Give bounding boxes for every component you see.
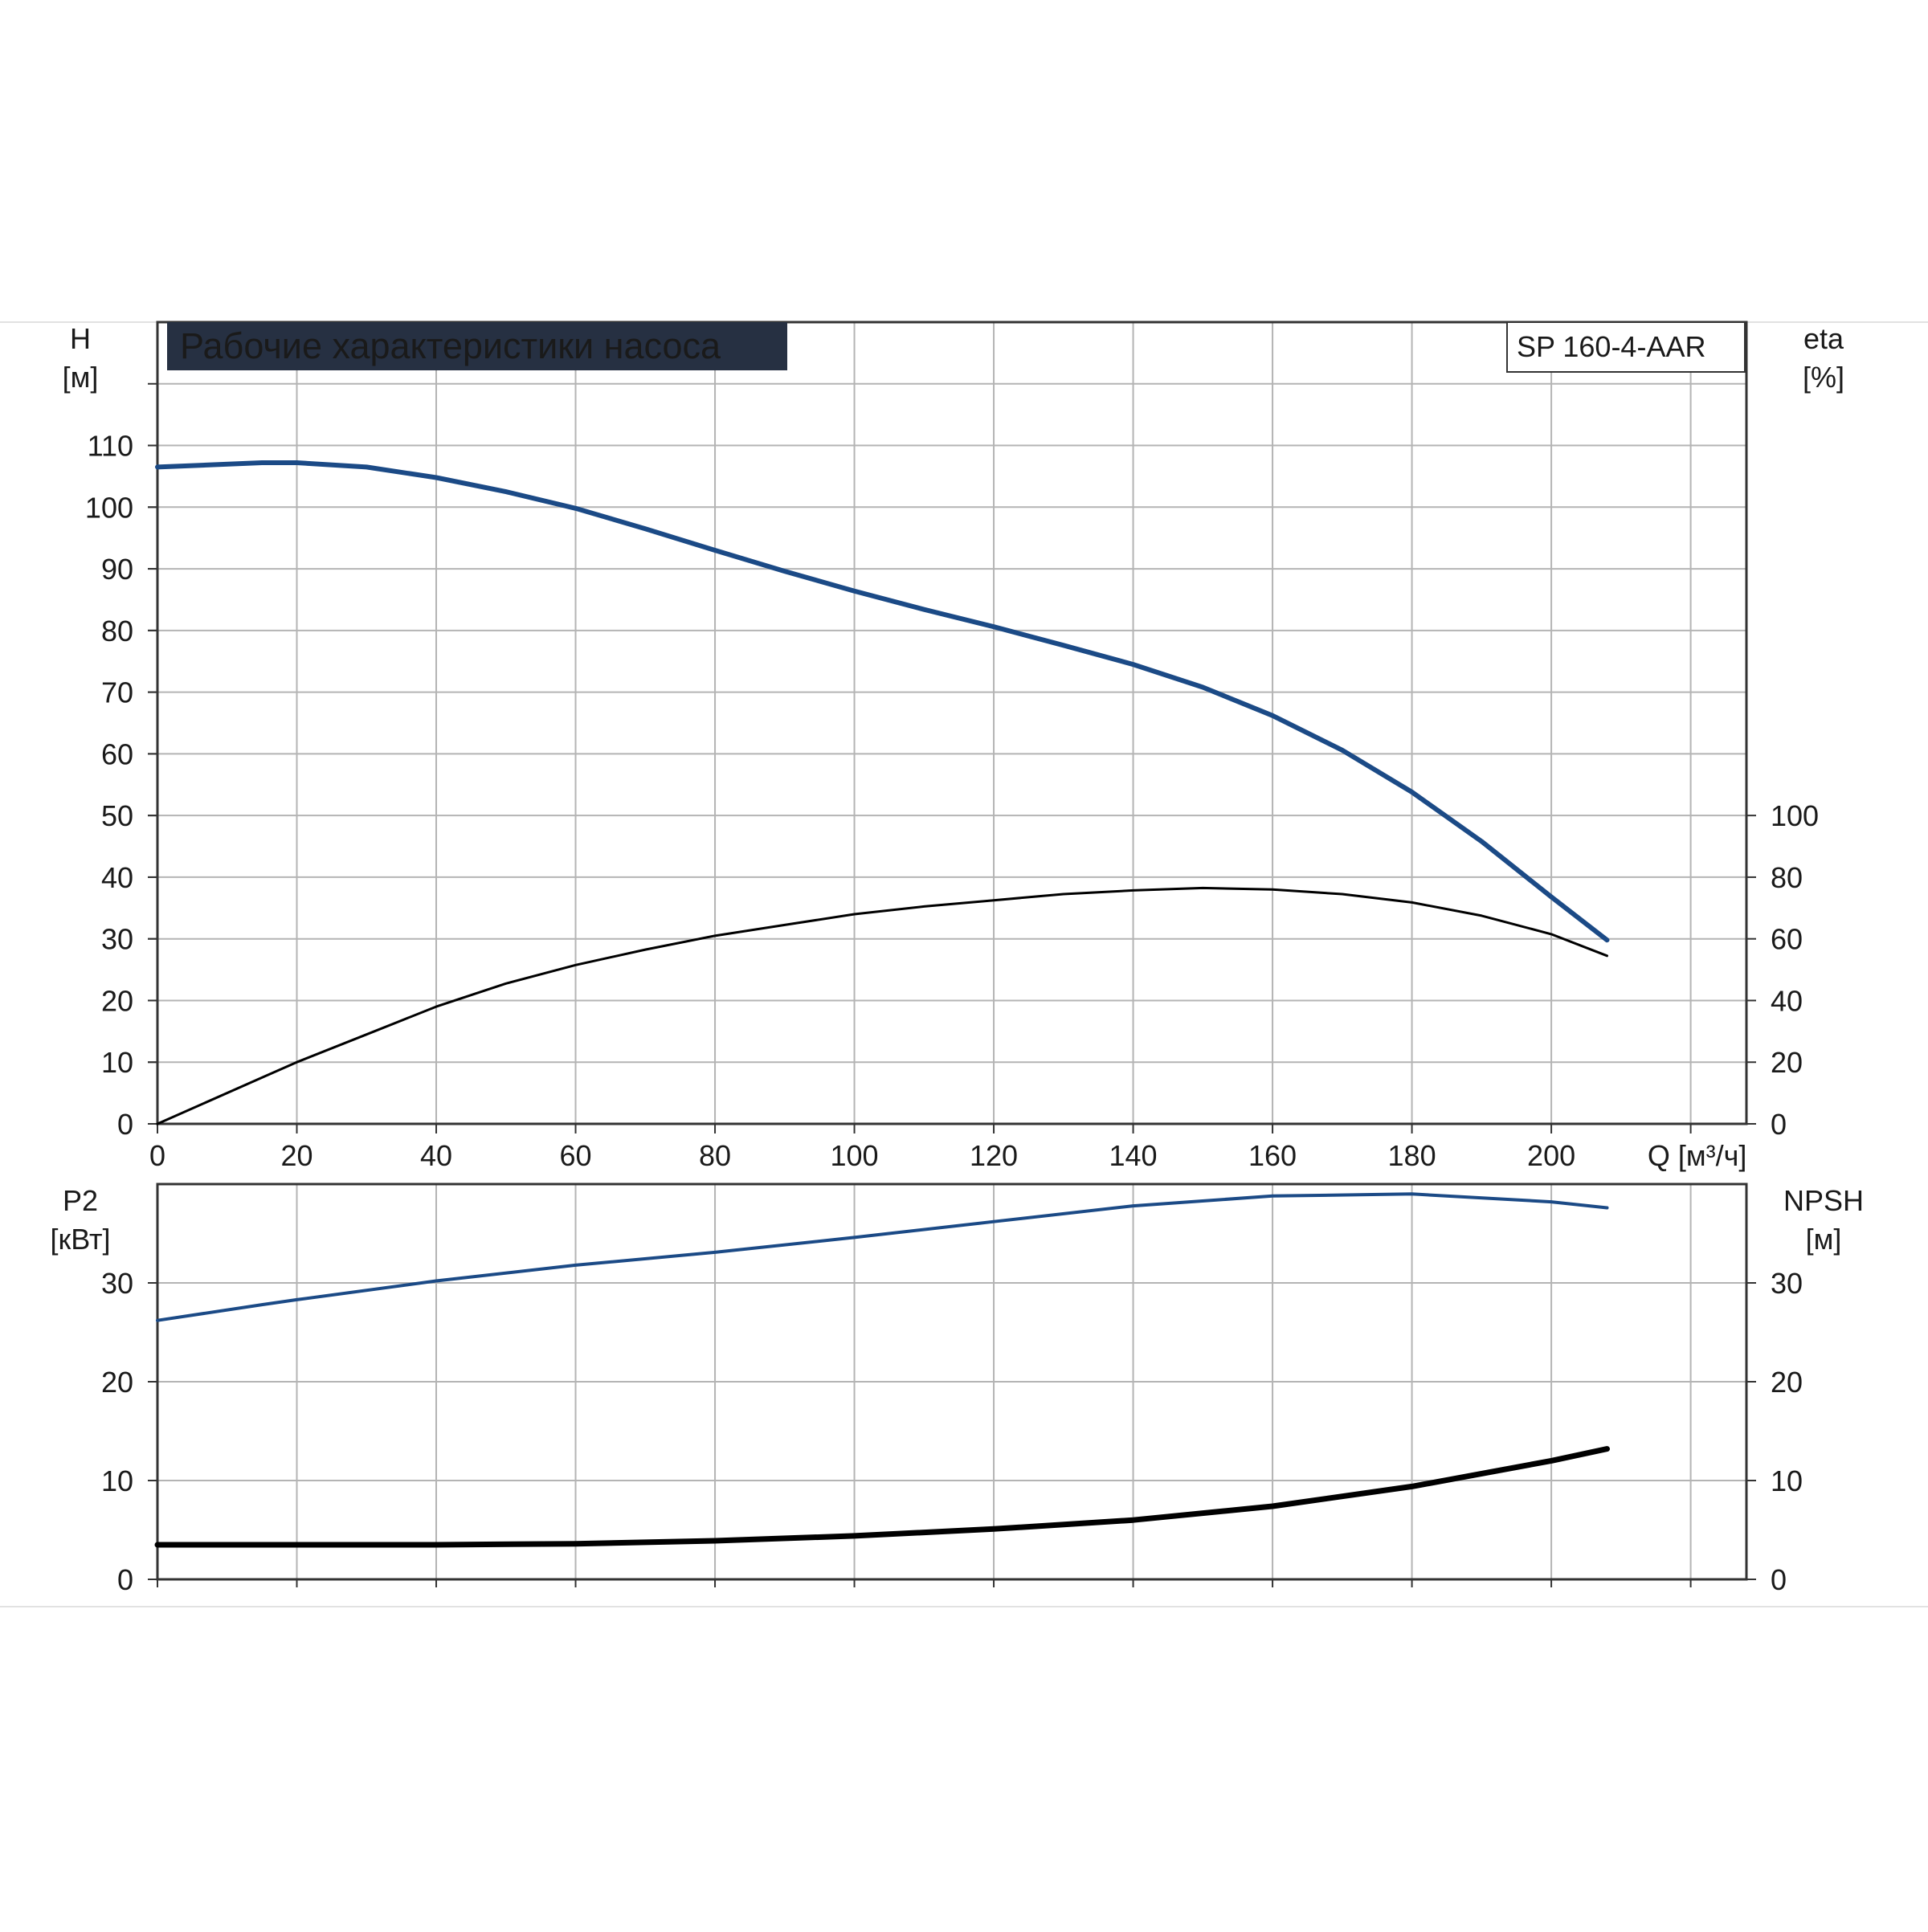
- power-npsh-panel: 0 10 20 30 0 10 20 30 P2 [кВт] NPSH [м]: [50, 1182, 1864, 1596]
- x-tick-label: 160: [1248, 1139, 1297, 1172]
- y-left-tick-label: 100: [85, 491, 133, 524]
- y-right-tick-label: 80: [1771, 861, 1803, 894]
- y-left-tick-label: 30: [101, 923, 133, 956]
- power-curve: [156, 1192, 1609, 1322]
- y-left-tick-label: 10: [101, 1046, 133, 1079]
- model-label: SP 160-4-AAR: [1517, 330, 1705, 363]
- plot-frame: [156, 321, 1748, 1125]
- x-tick-label: 0: [149, 1139, 165, 1172]
- y-left-axis-label: H: [70, 322, 91, 355]
- y-left-axis-unit: [кВт]: [50, 1223, 110, 1256]
- x-tick-label: 80: [699, 1139, 731, 1172]
- y-right-tick-label: 0: [1771, 1108, 1787, 1141]
- x-tick-label: 20: [280, 1139, 312, 1172]
- y-right-axis-unit: [%]: [1803, 361, 1844, 394]
- x-tick-label: 100: [831, 1139, 879, 1172]
- y-left-tick-label: 20: [101, 1366, 133, 1399]
- y-left-tick-label: 60: [101, 737, 133, 770]
- y-right-tick-label: 20: [1771, 1046, 1803, 1079]
- y-right-tick-label: 40: [1771, 984, 1803, 1017]
- y-left-tick-label: 30: [101, 1267, 133, 1300]
- x-axis-label: Q [м³/ч]: [1648, 1139, 1747, 1172]
- y-left-tick-label: 10: [101, 1464, 133, 1497]
- y-right-tick-label: 0: [1771, 1563, 1787, 1596]
- x-tick-label: 200: [1527, 1139, 1575, 1172]
- y-left-tick-label: 70: [101, 676, 133, 709]
- y-left-tick-label: 110: [88, 430, 133, 463]
- y-right-tick-label: 20: [1771, 1366, 1803, 1399]
- x-tick-label: 40: [420, 1139, 452, 1172]
- y-left-tick-label: 0: [117, 1563, 133, 1596]
- x-tick-label: 140: [1109, 1139, 1158, 1172]
- y-left-tick-label: 80: [101, 615, 133, 647]
- y-left-axis-label: P2: [63, 1184, 98, 1217]
- y-left-axis-unit: [м]: [63, 361, 99, 394]
- x-tick-label: 180: [1388, 1139, 1436, 1172]
- y-right-axis-unit: [м]: [1806, 1223, 1842, 1256]
- y-left-tick-label: 20: [101, 984, 133, 1017]
- plot-area: [157, 322, 1746, 1124]
- npsh-curve: [154, 1446, 1610, 1548]
- y-left-tick-label: 0: [117, 1108, 133, 1141]
- title-box: [167, 322, 787, 370]
- y-right-axis-label: NPSH: [1783, 1184, 1864, 1217]
- y-left-tick-label: 90: [101, 553, 133, 586]
- y-right-tick-label: 30: [1771, 1267, 1803, 1300]
- y-left-tick-label: 50: [101, 799, 133, 832]
- x-tick-label: 120: [970, 1139, 1018, 1172]
- model-box: [1506, 321, 1746, 373]
- efficiency-curve: [156, 886, 1608, 1125]
- y-right-tick-label: 10: [1771, 1464, 1803, 1497]
- x-tick-label: 60: [560, 1139, 592, 1172]
- head-efficiency-panel: 0 10 20 30 40 50 60 70 80 90 100 110 0 20 40 60 80 100 H [м…: [63, 321, 1844, 1172]
- chart-title: Рабочие характеристики насоса: [180, 325, 721, 366]
- y-left-tick-label: 40: [101, 861, 133, 894]
- head-curve: [155, 460, 1610, 943]
- y-right-tick-label: 60: [1771, 923, 1803, 956]
- y-right-tick-label: 100: [1771, 799, 1819, 832]
- y-right-axis-label: eta: [1803, 322, 1844, 355]
